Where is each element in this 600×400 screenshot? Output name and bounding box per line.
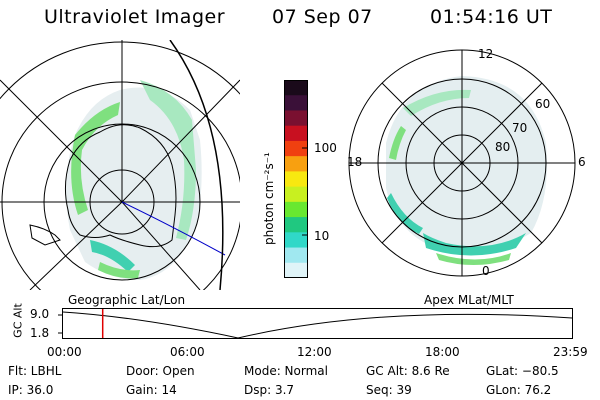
colorbar-band	[284, 95, 308, 111]
color-scale-bar	[284, 80, 308, 278]
colorbar-tick-10: 10	[314, 229, 330, 243]
altitude-axis-label: GC Alt	[11, 303, 25, 338]
colorbar-tick-100: 100	[314, 141, 337, 155]
colorbar-band	[284, 262, 308, 278]
colorbar-band	[284, 247, 308, 264]
time-label-1800: 18:00	[425, 345, 460, 359]
colorbar-band	[284, 110, 308, 127]
mlat-label-80: 80	[495, 140, 511, 154]
time-label-2359: 23:59	[553, 345, 588, 359]
colorbar-band	[284, 217, 308, 233]
colorbar-band	[284, 80, 308, 96]
dsp-readout: Dsp: 3.7	[244, 383, 295, 397]
time-label-0000: 00:00	[47, 345, 82, 359]
date-label: 07 Sep 07	[272, 6, 373, 28]
ip-readout: IP: 36.0	[8, 383, 54, 397]
colorbar-band	[284, 140, 308, 157]
mlt-label-0: 0	[482, 264, 490, 278]
right-panel-caption: Apex MLat/MLT	[424, 293, 514, 307]
mlat-label-70: 70	[512, 121, 528, 135]
time-label: 01:54:16 UT	[430, 6, 553, 28]
glat-readout: GLat: −80.5	[486, 364, 559, 378]
instrument-title: Ultraviolet Imager	[44, 6, 226, 28]
colorbar-unit-label: photon cm⁻²s⁻¹	[262, 152, 276, 245]
mlt-label-18: 18	[347, 155, 363, 169]
colorbar-band	[284, 171, 308, 188]
time-label-0600: 06:00	[170, 345, 205, 359]
mlat-label-60: 60	[535, 97, 551, 111]
door-readout: Door: Open	[126, 364, 195, 378]
seq-readout: Seq: 39	[366, 383, 412, 397]
altitude-tick-high: 9.0	[30, 307, 50, 321]
altitude-timeline	[58, 308, 573, 339]
magnetic-polar-plot	[348, 49, 576, 277]
altitude-tick-low: 1.8	[30, 326, 50, 340]
filter-readout: Flt: LBHL	[8, 364, 62, 378]
colorbar-band	[284, 232, 308, 249]
colorbar-band	[284, 125, 308, 142]
time-label-1200: 12:00	[297, 345, 332, 359]
mode-readout: Mode: Normal	[244, 364, 328, 378]
colorbar-band	[284, 156, 308, 172]
gc-alt-readout: GC Alt: 8.6 Re	[366, 364, 450, 378]
glon-readout: GLon: 76.2	[486, 383, 552, 397]
mlt-label-12: 12	[478, 47, 494, 61]
colorbar-band	[284, 201, 308, 218]
geographic-map	[0, 40, 240, 290]
mlt-label-6: 6	[578, 155, 586, 169]
gain-readout: Gain: 14	[126, 383, 177, 397]
colorbar-band	[284, 186, 308, 203]
left-panel-caption: Geographic Lat/Lon	[68, 293, 186, 307]
